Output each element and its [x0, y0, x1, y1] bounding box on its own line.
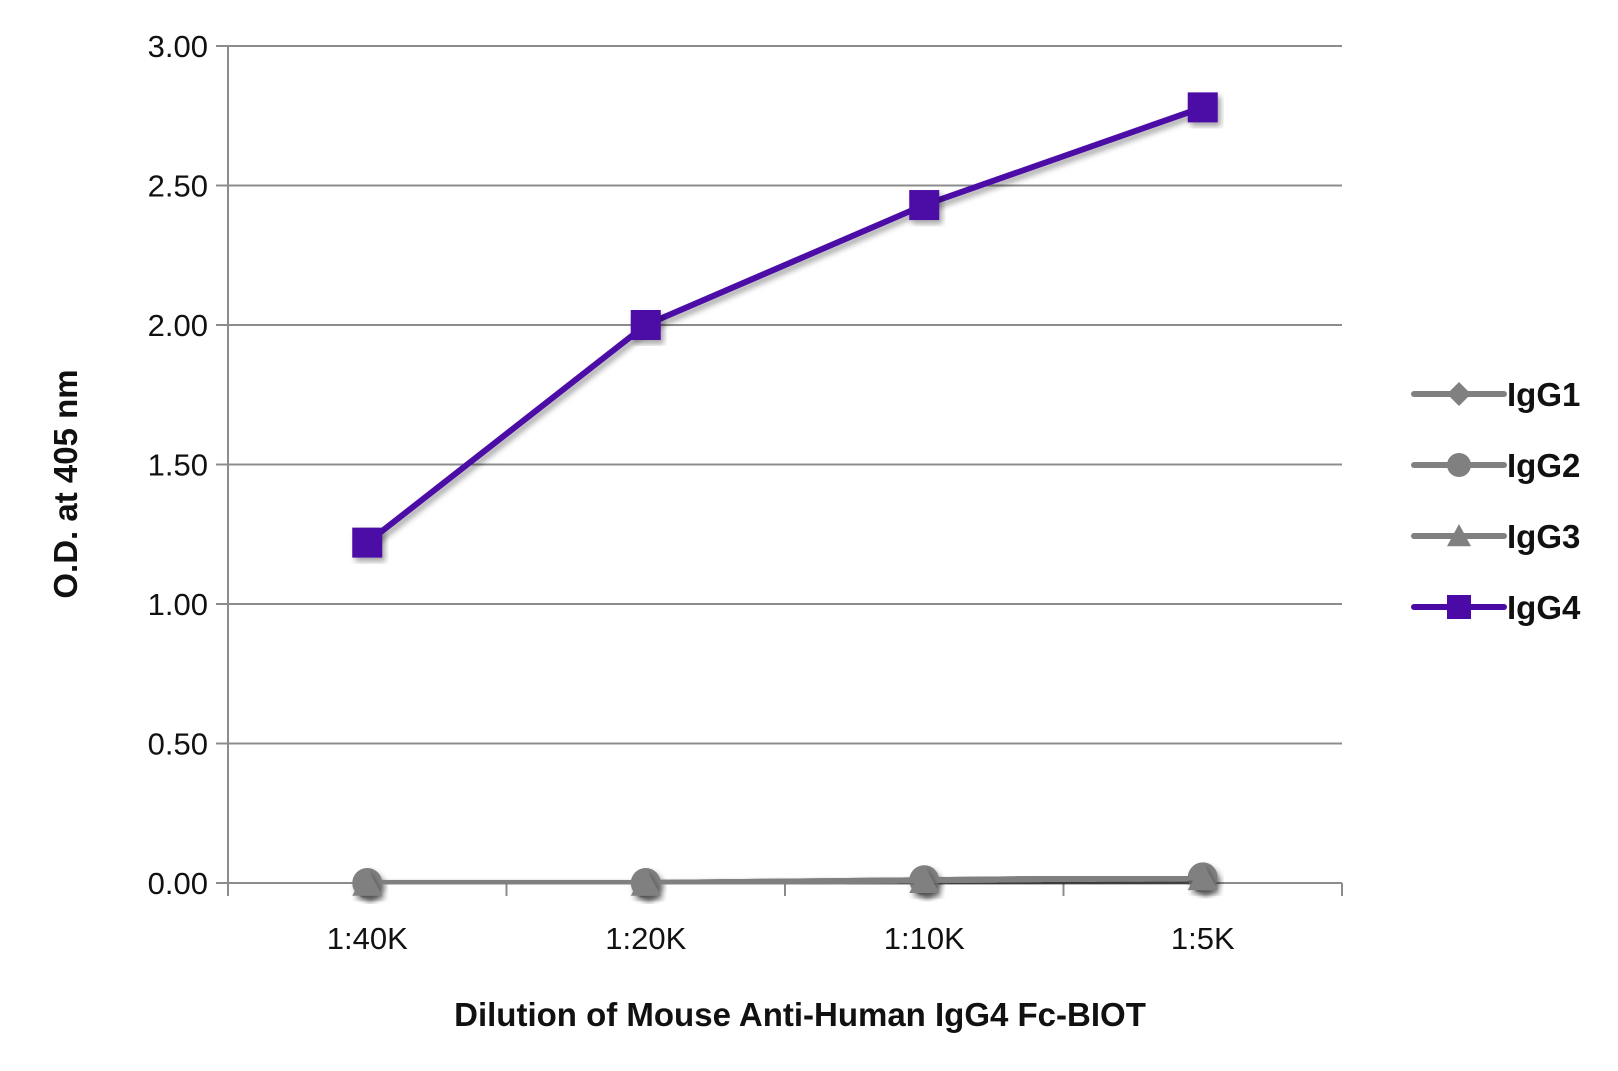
point-igg3-3 [1187, 862, 1218, 891]
legend-label-igg1: IgG1 [1507, 376, 1580, 413]
x-tick-label-3: 1:5K [1171, 921, 1235, 956]
legend: IgG1 IgG2 IgG3 IgG4 [1411, 376, 1581, 626]
y-axis-title: O.D. at 405 nm [47, 369, 84, 598]
y-tick-label-2: 1.00 [148, 587, 208, 622]
legend-label-igg2: IgG2 [1507, 447, 1580, 484]
point-igg3-1 [630, 868, 661, 896]
y-tick-label-0: 0.00 [148, 866, 208, 901]
y-tick-label-5: 2.50 [148, 169, 208, 204]
point-igg4-3 [1187, 92, 1218, 123]
point-igg4-1 [630, 310, 661, 340]
y-tick-label-3: 1.50 [148, 448, 208, 483]
legend-item-igg3: IgG3 [1411, 518, 1580, 555]
x-axis-title: Dilution of Mouse Anti-Human IgG4 Fc-BIO… [454, 996, 1146, 1033]
y-tick-label-6: 3.00 [148, 29, 208, 64]
legend-marker-igg3 [1447, 524, 1471, 547]
legend-item-igg4: IgG4 [1411, 589, 1581, 626]
series-line-igg3 [367, 874, 1203, 886]
point-igg4-2 [909, 190, 940, 221]
legend-label-igg4: IgG4 [1507, 589, 1581, 626]
legend-marker-igg2 [1447, 453, 1471, 477]
point-igg3-0 [352, 868, 383, 896]
x-tick-label-2: 1:10K [884, 921, 965, 956]
point-igg4-0 [352, 527, 383, 558]
y-tick-label-1: 0.50 [148, 727, 208, 762]
legend-marker-igg1 [1447, 382, 1471, 406]
series-line-igg4 [365, 104, 1204, 545]
series-igg4 [352, 92, 1218, 558]
series-igg3 [352, 862, 1218, 896]
gridlines [216, 45, 1342, 884]
legend-item-igg2: IgG2 [1411, 447, 1580, 484]
series-group [352, 92, 1218, 898]
x-tick-labels: 1:40K 1:20K 1:10K 1:5K [327, 921, 1235, 956]
legend-item-igg1: IgG1 [1411, 376, 1580, 413]
y-tick-label-4: 2.00 [148, 308, 208, 343]
x-tick-label-0: 1:40K [327, 921, 408, 956]
x-tick-label-1: 1:20K [605, 921, 686, 956]
legend-label-igg3: IgG3 [1507, 518, 1580, 555]
point-igg3-2 [909, 865, 940, 893]
legend-marker-igg4 [1447, 595, 1471, 619]
axes [227, 46, 1343, 896]
y-tick-labels: 0.00 0.50 1.00 1.50 2.00 2.50 3.00 [148, 29, 208, 901]
